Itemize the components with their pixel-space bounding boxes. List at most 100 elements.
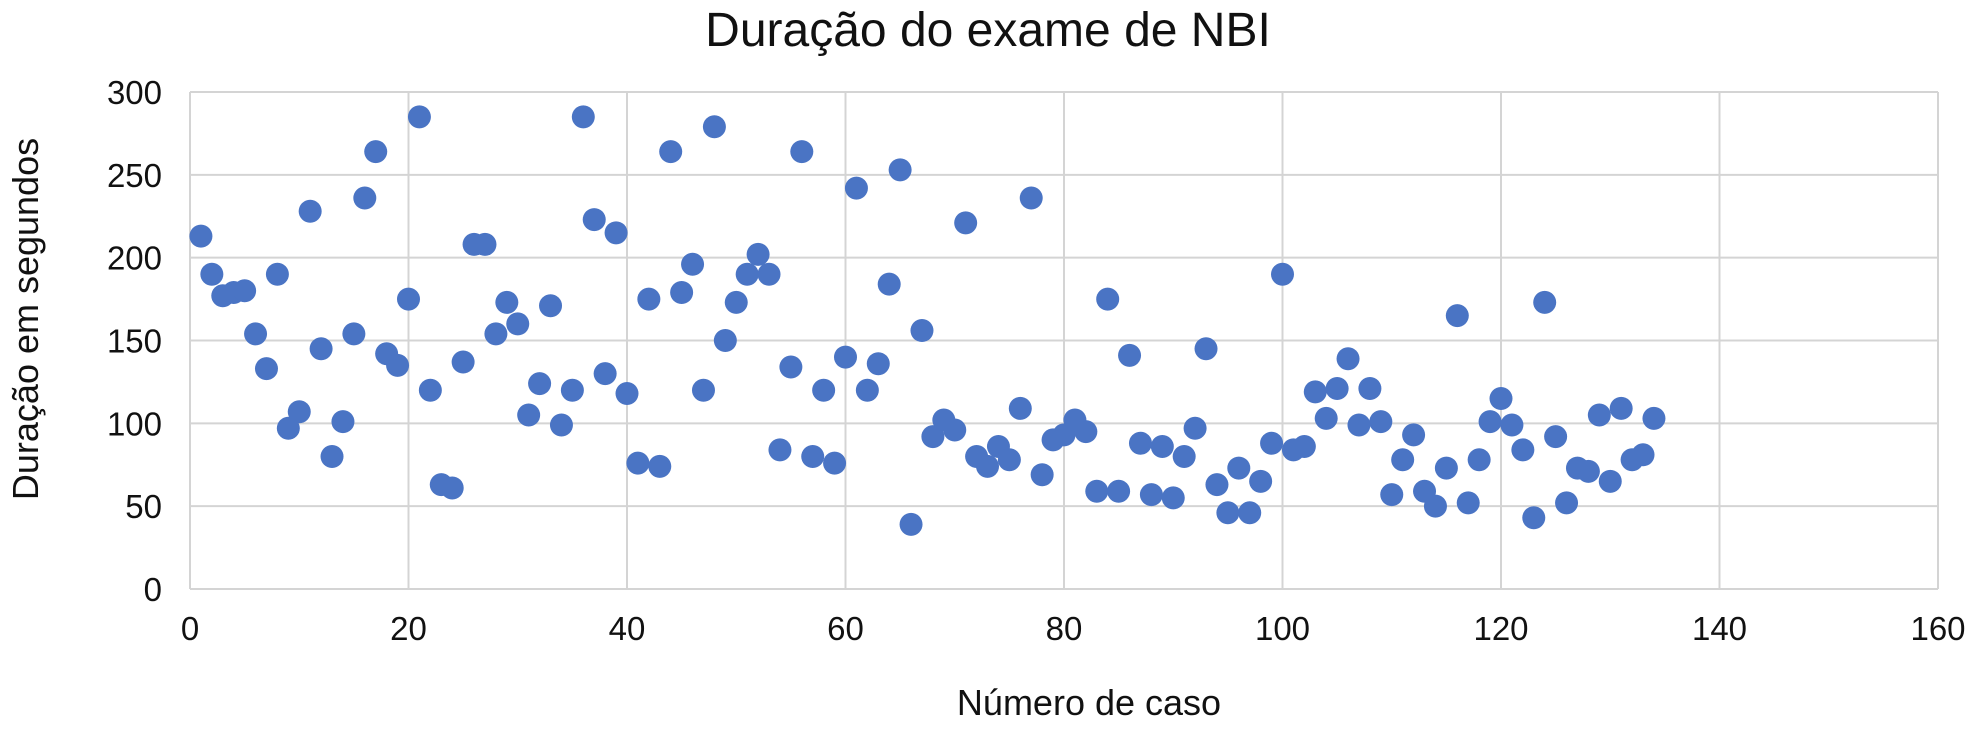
data-point: [1369, 410, 1393, 434]
data-point: [1347, 413, 1371, 437]
data-point: [418, 378, 442, 402]
data-point: [593, 362, 617, 386]
data-point: [1478, 410, 1502, 434]
data-point: [1587, 403, 1611, 427]
data-point: [823, 451, 847, 475]
data-point: [1456, 491, 1480, 515]
data-point: [801, 444, 825, 468]
data-point: [342, 322, 366, 346]
data-point: [244, 322, 268, 346]
y-tick-label: 50: [125, 488, 162, 525]
data-point: [397, 287, 420, 311]
x-tick-label: 60: [827, 610, 864, 647]
data-point: [790, 140, 814, 164]
data-point: [484, 322, 508, 346]
data-point: [1150, 435, 1174, 459]
data-point: [254, 357, 278, 381]
data-point: [1522, 506, 1546, 530]
data-point: [506, 312, 530, 336]
data-point: [1544, 425, 1568, 449]
data-point: [233, 279, 257, 303]
chart-title: Duração do exame de NBI: [705, 4, 1271, 57]
data-point: [1238, 501, 1262, 525]
data-point: [1500, 413, 1524, 437]
data-point: [1085, 479, 1109, 503]
data-point: [746, 242, 770, 266]
data-point: [648, 454, 672, 478]
data-point: [287, 400, 311, 424]
data-point: [1205, 473, 1229, 497]
y-tick-label: 250: [107, 157, 162, 194]
data-point: [844, 176, 868, 200]
x-tick-label: 40: [609, 610, 646, 647]
data-point: [276, 416, 300, 440]
data-point: [265, 262, 289, 286]
data-point: [473, 232, 497, 256]
data-point: [735, 262, 759, 286]
y-tick-label: 200: [107, 240, 162, 277]
x-axis-title: Número de caso: [957, 682, 1221, 723]
data-point: [495, 290, 519, 314]
y-tick-label: 300: [107, 74, 162, 111]
y-axis-title: Duração em segundos: [5, 138, 46, 500]
data-point: [582, 208, 606, 232]
data-point: [386, 353, 410, 377]
x-tick-label: 20: [390, 610, 427, 647]
data-point: [440, 476, 464, 500]
data-point: [604, 221, 628, 245]
x-tick-label: 140: [1692, 610, 1747, 647]
data-point: [1096, 287, 1120, 311]
data-point: [1216, 501, 1240, 525]
data-point: [571, 105, 595, 129]
data-point: [877, 272, 901, 296]
data-point: [1019, 186, 1043, 210]
data-point: [1107, 479, 1131, 503]
data-point: [1423, 494, 1447, 518]
data-point: [1139, 483, 1163, 507]
data-point: [1292, 435, 1316, 459]
data-point: [1489, 386, 1513, 410]
data-point: [713, 329, 737, 352]
data-point: [681, 252, 705, 276]
data-point: [1445, 304, 1469, 328]
data-point: [888, 158, 912, 182]
data-point: [1227, 456, 1251, 480]
data-point: [320, 444, 344, 468]
data-point: [517, 403, 541, 427]
data-point: [1576, 459, 1600, 483]
data-point: [834, 345, 857, 369]
data-points: [189, 105, 1666, 536]
data-point: [451, 350, 475, 374]
data-point: [1380, 483, 1404, 507]
data-point: [1303, 380, 1327, 404]
data-point: [1609, 396, 1633, 420]
data-point: [659, 140, 683, 164]
data-point: [779, 355, 803, 379]
data-point: [1336, 347, 1360, 371]
data-point: [1511, 438, 1535, 462]
data-point: [921, 425, 945, 449]
x-tick-label: 160: [1910, 610, 1965, 647]
data-point: [626, 451, 650, 475]
x-axis-ticks: 0 20 40 60 80 100 120 140 160: [181, 610, 1966, 647]
y-tick-label: 0: [144, 571, 162, 608]
data-point: [539, 294, 563, 318]
data-point: [1631, 443, 1655, 467]
y-tick-label: 100: [107, 405, 162, 442]
data-point: [1194, 337, 1218, 361]
data-point: [200, 262, 224, 286]
data-point: [670, 280, 694, 304]
data-point: [954, 211, 978, 235]
data-point: [1030, 463, 1054, 487]
data-point: [702, 115, 726, 139]
data-point: [855, 378, 879, 402]
data-point: [189, 224, 213, 248]
data-point: [637, 287, 661, 311]
data-point: [560, 378, 584, 402]
y-tick-label: 150: [107, 323, 162, 360]
data-point: [1128, 431, 1152, 455]
data-point: [1008, 396, 1032, 420]
data-point: [1391, 448, 1415, 472]
